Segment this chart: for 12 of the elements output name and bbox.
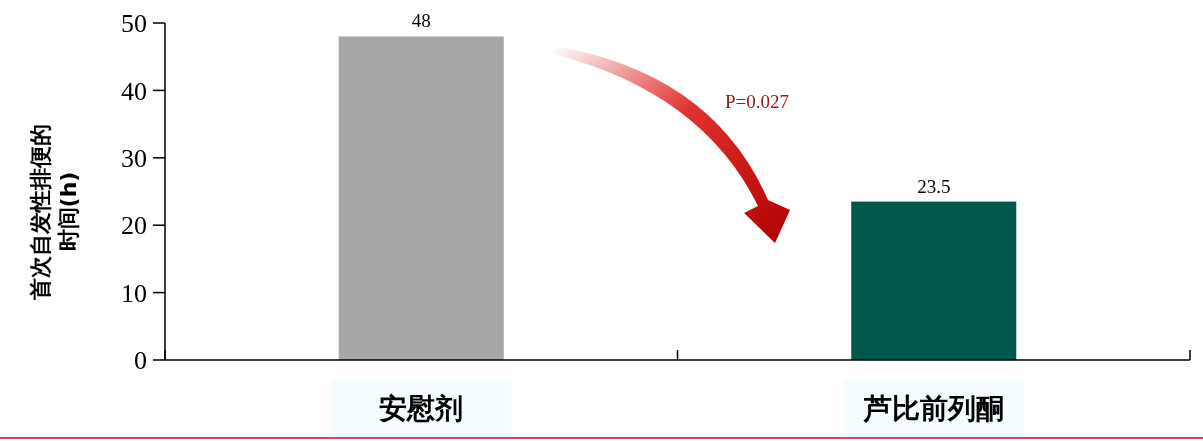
data-label: 23.5 [917,175,951,197]
y-tick-label: 0 [134,346,147,376]
y-tick-label: 40 [121,76,147,106]
x-tick-label: 安慰剂 [379,392,464,425]
data-label: 48 [411,10,431,32]
y-tick-label: 20 [121,211,147,241]
y-tick-label: 50 [121,9,147,39]
x-tick-label: 芦比前列酮 [862,392,1004,425]
y-tick-label: 30 [121,143,147,173]
y-tick-label: 10 [121,278,147,308]
y-axis-title: 首次自发性排便的时间(h) [28,123,81,301]
annotation: P=0.027 [724,91,790,112]
